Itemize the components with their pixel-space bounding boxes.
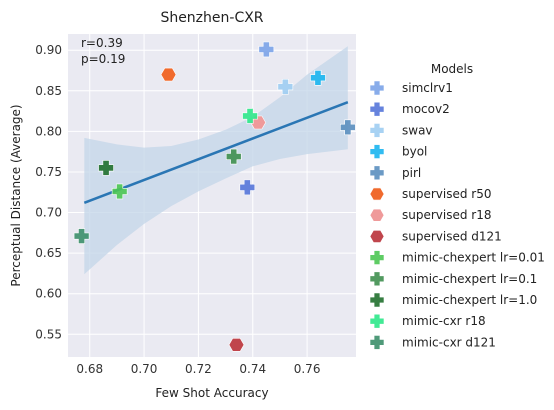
y-axis-label: Perceptual Distance (Average) (9, 104, 23, 286)
regression-line (83, 101, 349, 204)
data-points (73, 41, 356, 352)
legend-marker-swav (369, 123, 385, 138)
legend-label: mimic-cxr d121 (402, 335, 496, 349)
y-tick-label: 0.70 (35, 206, 62, 220)
point-pirl (340, 119, 356, 136)
x-axis-label: Few Shot Accuracy (155, 386, 268, 400)
legend-marker-mocov2 (369, 101, 385, 117)
legend-marker-mimic-cxr-r18 (369, 313, 385, 329)
point-supervised-d121 (228, 337, 245, 352)
legend-marker-mimic-chexpert-lr-1-0 (369, 292, 385, 308)
legend-label: mocov2 (402, 102, 450, 116)
point-supervised-r50 (160, 67, 177, 82)
legend-marker-supervised-r18 (369, 208, 385, 222)
point-mimic-chexpert-lr-0-1 (225, 148, 242, 165)
y-tick-label: 0.75 (35, 165, 62, 179)
legend-marker-byol (369, 144, 385, 159)
legend-label: mimic-cxr r18 (402, 314, 486, 328)
point-simclrv1 (258, 41, 275, 58)
legend-marker-mimic-cxr-d121 (369, 335, 385, 350)
legend-label: supervised r50 (402, 187, 492, 201)
point-mimic-chexpert-lr-1-0 (98, 160, 114, 176)
x-tick-label: 0.68 (76, 362, 103, 376)
point-mimic-cxr-d121 (73, 228, 90, 244)
x-tick-labels: 0.68 0.70 0.72 0.74 0.76 (76, 362, 320, 376)
y-tick-label: 0.55 (35, 327, 62, 341)
legend-label: simclrv1 (402, 81, 453, 95)
correlation-p-annotation: p=0.19 (81, 52, 125, 66)
legend-label: byol (402, 145, 427, 159)
legend-label: supervised r18 (402, 208, 492, 222)
point-mimic-chexpert-lr-0-01 (111, 183, 128, 200)
legend-label: mimic-chexpert lr=0.1 (402, 272, 537, 286)
confidence-band (84, 46, 348, 275)
legend-marker-mimic-chexpert-lr-0-1 (369, 271, 385, 287)
y-tick-label: 0.65 (35, 246, 62, 260)
legend-marker-pirl (369, 165, 385, 181)
legend-marker-supervised-d121 (369, 230, 385, 243)
legend-title: Models (431, 62, 473, 76)
x-tick-label: 0.70 (131, 362, 158, 376)
point-swav (277, 78, 294, 95)
legend-marker-supervised-r50 (369, 187, 385, 201)
chart-title: Shenzhen-CXR (160, 10, 263, 26)
y-tick-label: 0.90 (35, 43, 62, 57)
legend-label: supervised d121 (402, 229, 502, 243)
x-tick-label: 0.72 (185, 362, 212, 376)
point-mimic-cxr-r18 (242, 108, 258, 124)
y-tick-label: 0.60 (35, 287, 62, 301)
legend-marker-mimic-chexpert-lr-0-01 (369, 250, 385, 265)
legend-label: pirl (402, 166, 421, 180)
legend-label: swav (402, 123, 433, 137)
legend: Models simclrv1 mocov2 swav byol pirl supervi… (369, 62, 545, 350)
x-tick-label: 0.74 (239, 362, 266, 376)
y-tick-label: 0.80 (35, 124, 62, 138)
point-mocov2 (239, 179, 256, 196)
y-tick-label: 0.85 (35, 84, 62, 98)
legend-marker-simclrv1 (369, 80, 385, 96)
legend-label: mimic-chexpert lr=0.01 (402, 251, 545, 265)
correlation-r-annotation: r=0.39 (81, 36, 123, 50)
y-tick-labels: 0.55 0.60 0.65 0.70 0.75 0.80 0.85 0.90 (35, 43, 62, 341)
x-tick-label: 0.76 (294, 362, 321, 376)
legend-label: mimic-chexpert lr=1.0 (402, 293, 537, 307)
point-byol (310, 70, 326, 86)
